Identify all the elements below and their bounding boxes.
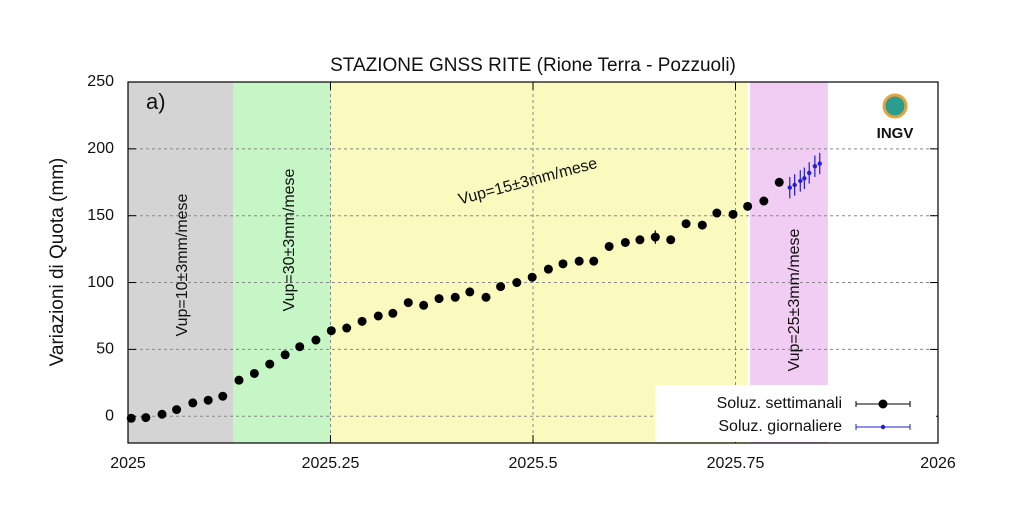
data-point: [295, 342, 305, 352]
chart-title: STAZIONE GNSS RITE (Rione Terra - Pozzuo…: [330, 55, 736, 76]
legend-box: [655, 385, 936, 442]
plot-frame: [127, 81, 939, 444]
region-label: Vup=30±3mm/mese: [281, 168, 298, 311]
data-point: [496, 282, 506, 292]
logo-text: INGV: [877, 125, 914, 142]
y-tick-label: 50: [96, 341, 114, 358]
data-point: [326, 326, 336, 336]
region: [750, 82, 828, 443]
legend-label: Soluz. giornaliere: [718, 418, 842, 435]
data-point: [141, 413, 151, 423]
data-point: [574, 256, 584, 266]
data-point: [787, 185, 792, 190]
data-point: [481, 292, 491, 302]
data-point: [743, 201, 753, 211]
legend-label: Soluz. settimanali: [717, 395, 842, 412]
data-point: [527, 272, 537, 282]
data-point: [543, 264, 553, 274]
data-point: [218, 391, 228, 401]
data-point: [373, 311, 383, 321]
x-tick-label: 2026: [920, 455, 956, 472]
legend-marker: [880, 424, 886, 430]
data-point: [650, 232, 660, 242]
data-point: [512, 278, 522, 288]
x-tick-label: 2025.75: [707, 455, 765, 472]
data-point: [604, 241, 614, 251]
data-point: [280, 350, 290, 360]
legend-marker: [878, 399, 888, 409]
data-point: [728, 209, 738, 219]
data-point: [188, 398, 198, 408]
data-point: [774, 177, 784, 187]
x-tick-label: 2025.25: [302, 455, 360, 472]
data-point: [357, 316, 367, 326]
x-tick-label: 2025.5: [509, 455, 558, 472]
y-tick-label: 200: [87, 140, 114, 157]
region: [233, 82, 331, 443]
data-point: [450, 292, 460, 302]
region: [330, 82, 748, 443]
y-tick-label: 250: [87, 73, 114, 90]
data-point: [759, 196, 769, 206]
data-point: [817, 161, 822, 166]
logo-globe: [882, 93, 908, 119]
data-point: [802, 176, 807, 181]
data-point: [434, 294, 444, 304]
data-point: [465, 287, 475, 297]
data-point: [419, 300, 429, 310]
data-point: [342, 323, 352, 333]
data-point: [203, 395, 213, 405]
region-label: Vup=25±3mm/mese: [786, 228, 803, 371]
region: [128, 82, 234, 443]
data-point: [558, 259, 568, 269]
data-point: [265, 359, 275, 369]
data-point: [681, 219, 691, 229]
data-point: [311, 335, 321, 345]
data-point: [792, 182, 797, 188]
data-point: [403, 298, 413, 308]
data-point: [157, 409, 167, 419]
data-point: [249, 368, 259, 378]
y-tick-label: 100: [87, 274, 114, 291]
data-point: [234, 375, 244, 385]
data-point: [807, 170, 812, 176]
y-tick-label: 150: [87, 207, 114, 224]
data-point: [172, 405, 182, 415]
data-point: [126, 413, 136, 423]
data-point: [812, 164, 818, 169]
data-point: [635, 235, 645, 245]
y-tick-label: 0: [105, 407, 114, 424]
data-point: [388, 308, 398, 318]
y-axis-label: Variazioni di Quota (mm): [47, 158, 68, 367]
data-point: [798, 178, 803, 184]
data-point: [697, 220, 707, 230]
data-point: [712, 208, 722, 218]
data-point: [589, 256, 599, 266]
data-point: [666, 235, 676, 245]
panel-label: a): [146, 89, 166, 114]
region-label: Vup=10±3mm/mese: [174, 193, 191, 336]
x-tick-label: 2025: [110, 455, 146, 472]
data-point: [620, 237, 630, 247]
